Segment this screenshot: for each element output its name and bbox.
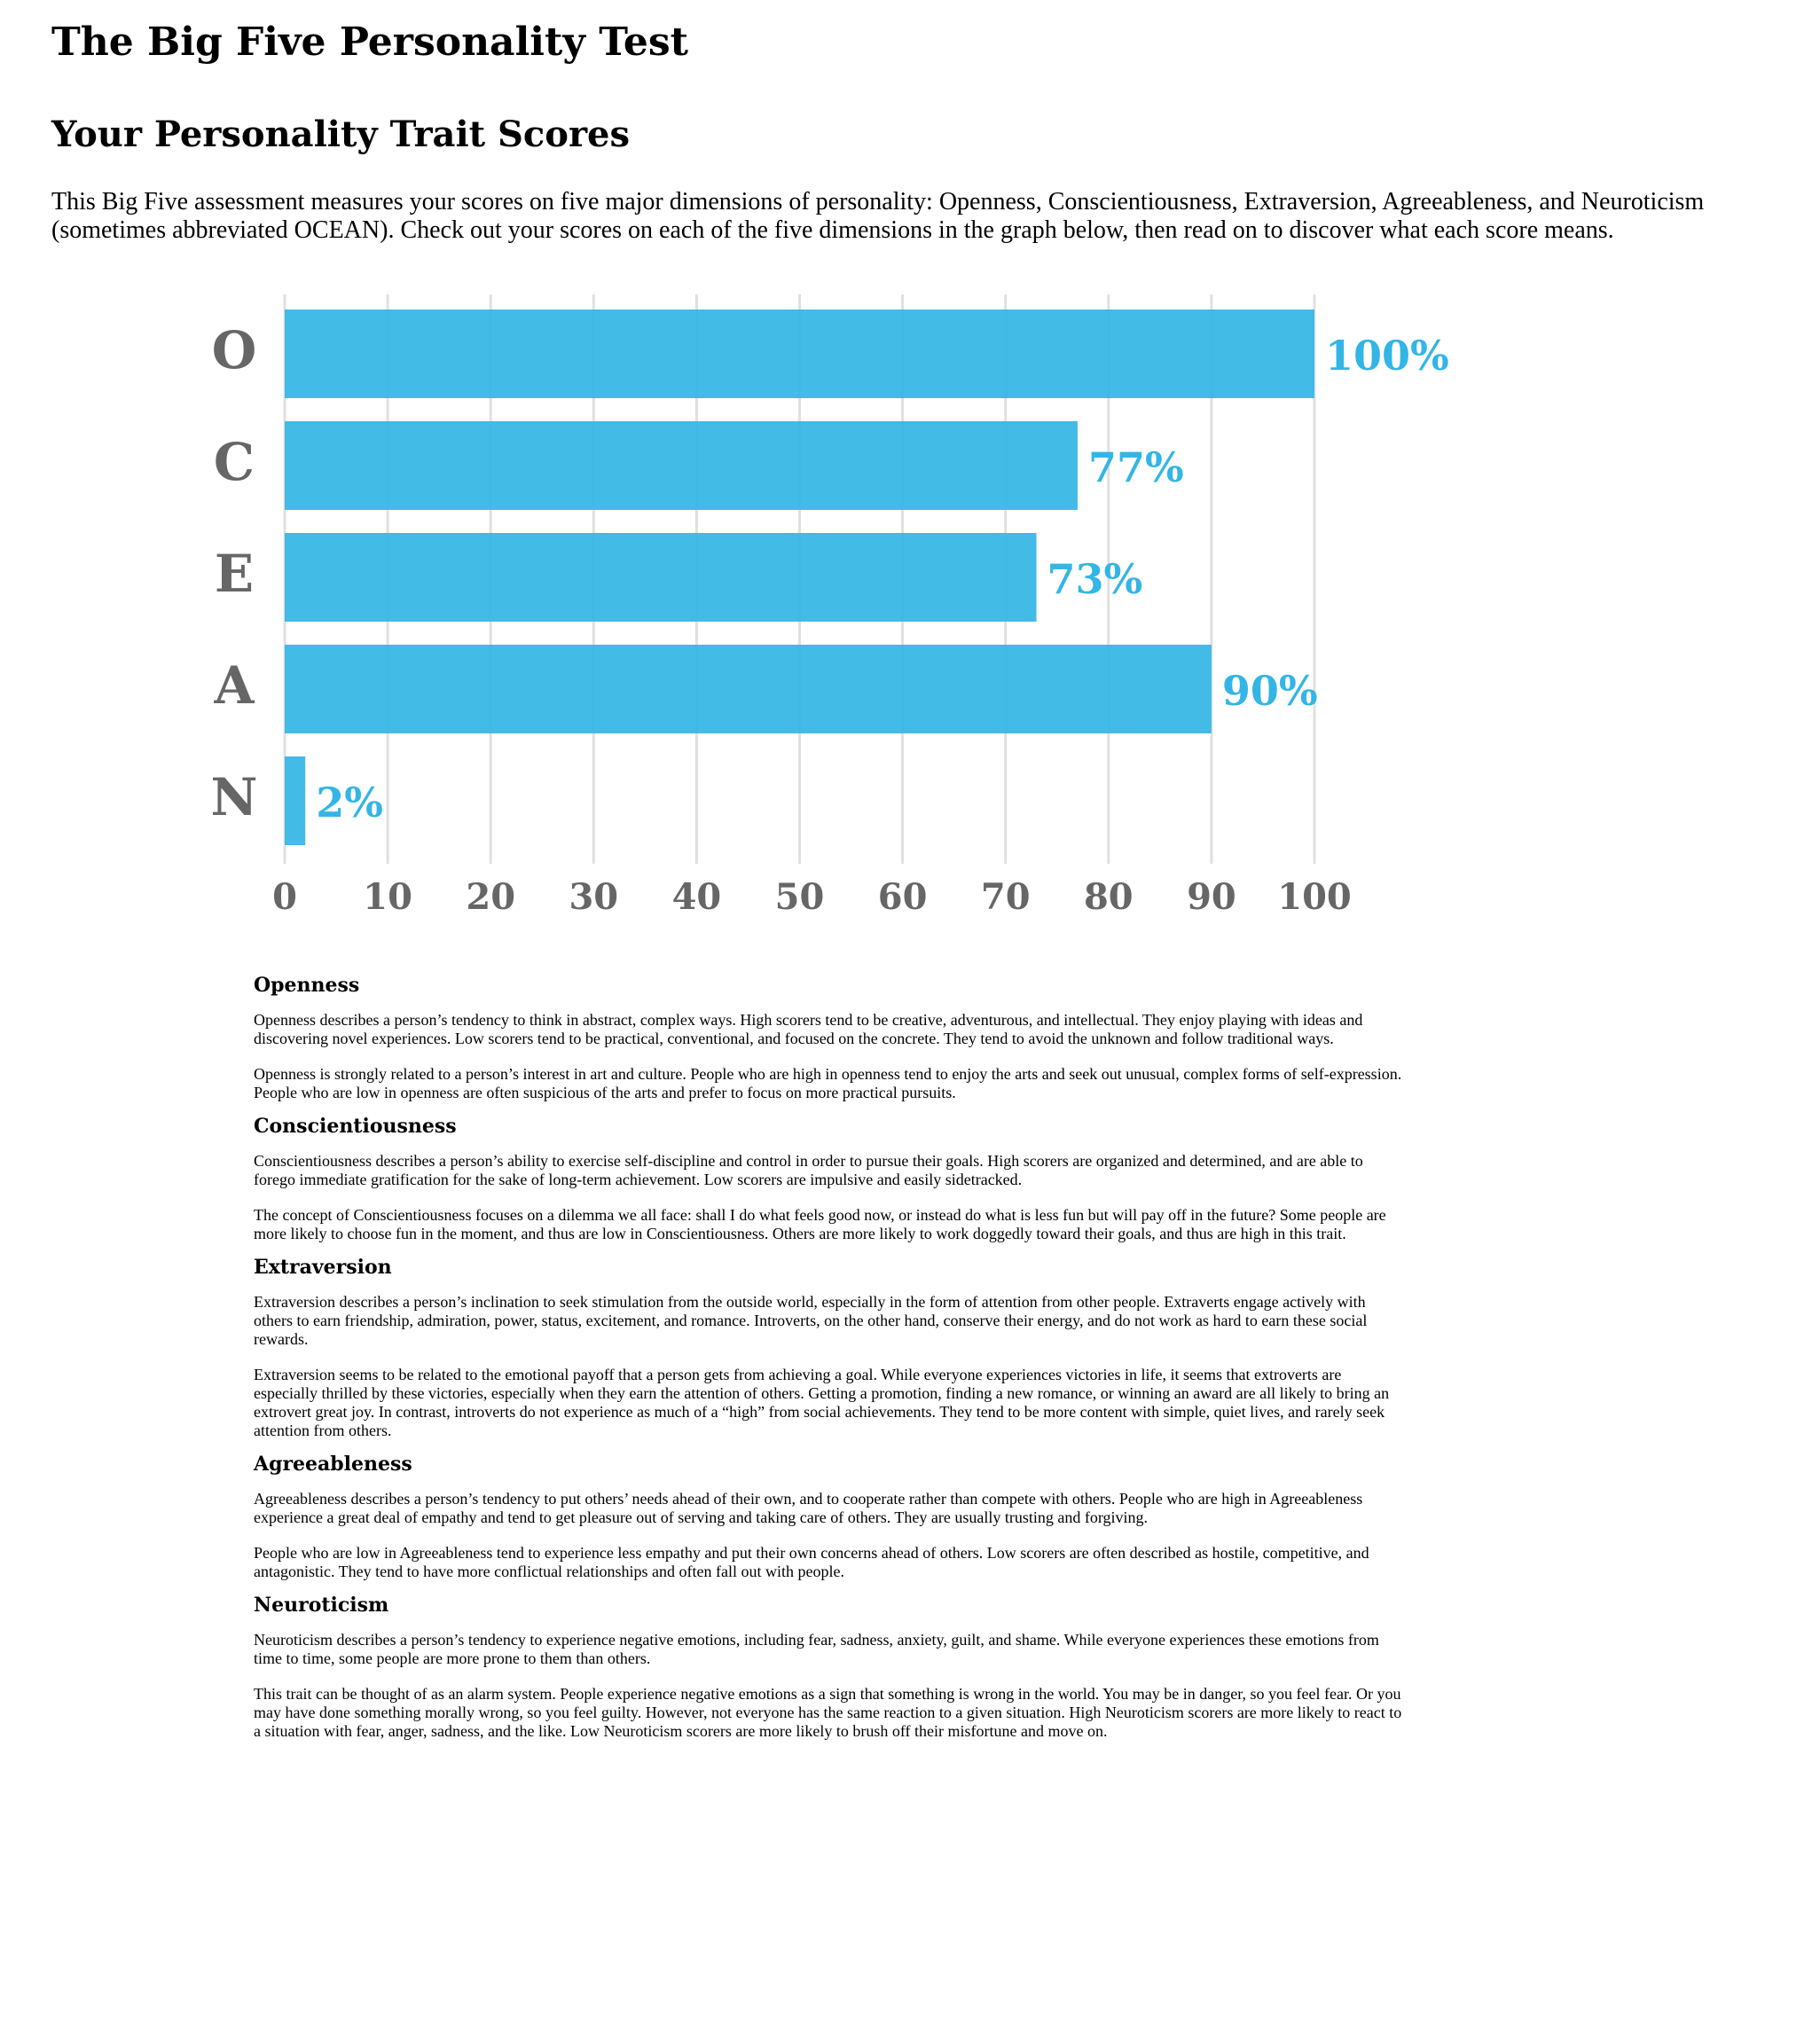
chart-bar [285,309,1314,398]
chart-value-label: 100% [1325,332,1449,380]
trait-heading: Neuroticism [254,1594,389,1617]
chart-value-label: 2% [316,779,383,826]
chart-bar [285,421,1078,510]
trait-paragraph: Neuroticism describes a person’s tendenc… [254,1631,1379,1667]
chart-bar [285,533,1037,622]
chart-x-tick-label: 40 [672,876,722,918]
trait-paragraph: Agreeableness describes a person’s tende… [254,1490,1363,1526]
chart-value-label: 90% [1222,667,1318,715]
trait-paragraph: The concept of Conscientiousness focuses… [254,1206,1386,1242]
chart-x-tick-label: 90 [1187,876,1236,918]
page-title: The Big Five Personality Test [51,20,688,65]
trait-paragraph: This trait can be thought of as an alarm… [254,1685,1402,1740]
chart-category-label: N [210,767,257,827]
chart-x-tick-label: 30 [569,876,618,918]
trait-agreeableness: Agreeableness Agreeableness describes a … [254,1451,1407,1581]
trait-paragraph: Extraversion seems to be related to the … [254,1366,1390,1439]
chart-x-tick-label: 100 [1277,876,1352,918]
chart-category-labels: OCEAN [210,320,257,827]
chart-x-tick-label: 10 [363,876,412,918]
chart-category-label: O [212,320,257,380]
chart-value-label: 73% [1047,555,1143,603]
chart-category-label: C [214,432,255,492]
trait-heading: Extraversion [254,1256,392,1279]
trait-paragraph: Openness is strongly related to a person… [254,1065,1402,1101]
trait-descriptions: Openness Openness describes a person’s t… [254,972,1407,1751]
chart-x-tick-label: 60 [878,876,928,918]
intro-paragraph: This Big Five assessment measures your s… [51,188,1705,244]
chart-x-tick-label: 70 [981,876,1031,918]
section-title: Your Personality Trait Scores [51,114,631,155]
chart-bar [285,756,306,845]
trait-paragraph: Conscientiousness describes a person’s a… [254,1152,1363,1188]
trait-extraversion: Extraversion Extraversion describes a pe… [254,1254,1407,1440]
chart-value-labels: 100% 77% 73% 90% 2% [316,332,1449,826]
trait-heading: Openness [254,974,360,997]
chart-value-label: 77% [1088,443,1184,491]
chart-x-tick-label: 0 [272,876,297,918]
chart-category-label: A [213,655,255,716]
trait-conscientiousness: Conscientiousness Conscientiousness desc… [254,1113,1407,1243]
chart-x-tick-label: 20 [466,876,515,918]
chart-x-tick-label: 80 [1084,876,1134,918]
trait-heading: Conscientiousness [254,1115,457,1138]
trait-neuroticism: Neuroticism Neuroticism describes a pers… [254,1592,1407,1741]
trait-paragraph: Openness describes a person’s tendency t… [254,1011,1363,1047]
chart-bar [285,645,1212,733]
chart-bars [285,309,1314,845]
trait-heading: Agreeableness [254,1453,412,1476]
trait-openness: Openness Openness describes a person’s t… [254,972,1407,1102]
trait-paragraph: People who are low in Agreeableness tend… [254,1544,1369,1580]
chart-x-tick-label: 50 [775,876,825,918]
ocean-bar-chart: OCEAN 100% 77% 73% 90% 2% 0 10 20 30 40 50 60 70 80 9… [210,294,1449,918]
trait-paragraph: Extraversion describes a person’s inclin… [254,1293,1368,1348]
chart-x-tick-labels: 0 10 20 30 40 50 60 70 80 90 100 [272,876,1352,918]
chart-category-label: E [215,544,254,604]
